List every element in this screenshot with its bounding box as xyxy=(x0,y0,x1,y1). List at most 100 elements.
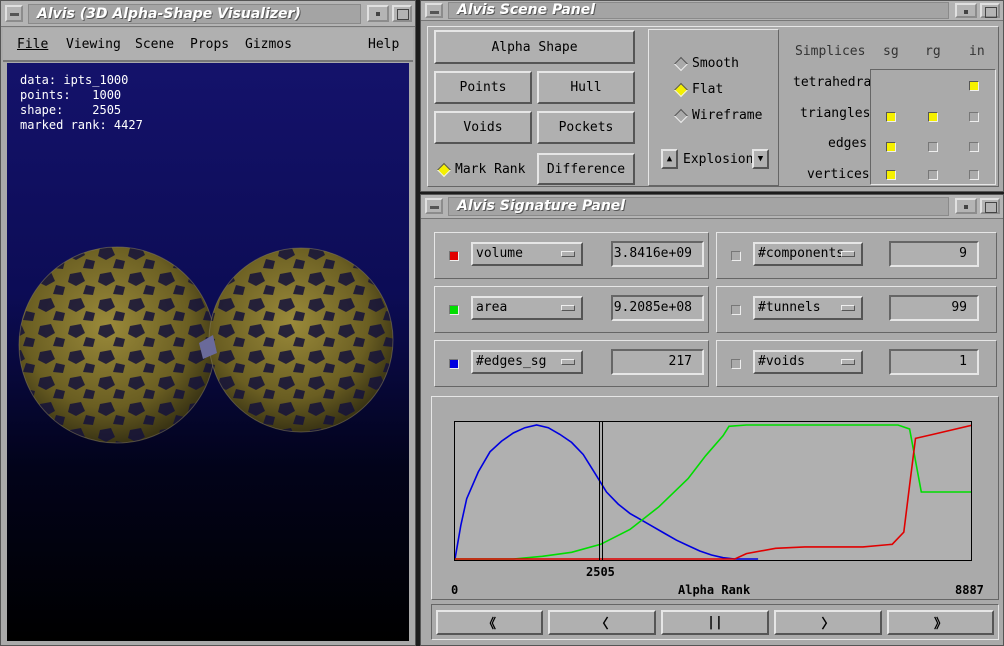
mark-rank-toggle[interactable] xyxy=(436,162,452,178)
tunnels-value: 99 xyxy=(889,295,979,321)
alpha-shape-render xyxy=(18,246,394,444)
menu-gizmos[interactable]: Gizmos xyxy=(245,37,292,52)
area-color-swatch[interactable] xyxy=(449,305,459,315)
info-marked-rank: marked rank: 4427 xyxy=(20,118,143,132)
series-edgessg-line xyxy=(455,424,759,560)
mark-rank-label: Mark Rank xyxy=(455,162,526,177)
vert-rg-check[interactable] xyxy=(928,170,938,180)
render-viewport[interactable]: data: ipts_1000 points: 1000 shape: 2505… xyxy=(7,63,409,641)
neck-region xyxy=(199,335,217,359)
components-value: 9 xyxy=(889,241,979,267)
prev-button[interactable]: 〈 xyxy=(548,610,656,635)
volume-color-swatch[interactable] xyxy=(449,251,459,261)
edges-value: 217 xyxy=(611,349,704,375)
alpha-shape-button[interactable]: Alpha Shape xyxy=(434,30,635,64)
minimize-icon[interactable] xyxy=(955,3,977,18)
visualizer-titlebar[interactable]: Alvis (3D Alpha-Shape Visualizer) xyxy=(1,1,415,27)
plot-xmin-label: 0 xyxy=(451,583,459,597)
next-button[interactable]: 〉 xyxy=(774,610,882,635)
tri-in-check[interactable] xyxy=(969,112,979,122)
sig-row-voids: #voids 1 xyxy=(716,340,997,387)
pockets-button[interactable]: Pockets xyxy=(537,111,635,144)
points-button[interactable]: Points xyxy=(434,71,532,104)
row-vertices: vertices xyxy=(807,167,870,182)
maximize-icon[interactable] xyxy=(980,198,1000,214)
flat-label: Flat xyxy=(692,82,724,97)
voids-select[interactable]: #voids xyxy=(753,350,863,374)
first-button[interactable]: 《 xyxy=(436,610,543,635)
maximize-icon[interactable] xyxy=(980,3,1000,18)
smooth-radio[interactable] xyxy=(673,56,689,72)
info-data: data: ipts_1000 xyxy=(20,73,129,87)
menu-viewing[interactable]: Viewing xyxy=(66,37,121,52)
explosion-down-arrow-icon[interactable]: ▼ xyxy=(752,149,769,169)
window-title: Alvis (3D Alpha-Shape Visualizer) xyxy=(28,4,361,24)
tri-rg-check[interactable] xyxy=(928,112,938,122)
volume-select[interactable]: volume xyxy=(471,242,583,266)
tunnels-color-swatch[interactable] xyxy=(731,305,741,315)
signature-plot-frame: 2505 0 Alpha Rank 8887 xyxy=(431,396,999,600)
voids-value: 1 xyxy=(889,349,979,375)
difference-button[interactable]: Difference xyxy=(537,153,635,185)
sig-row-components: #components 9 xyxy=(716,232,997,279)
tunnels-select[interactable]: #tunnels xyxy=(753,296,863,320)
components-color-swatch[interactable] xyxy=(731,251,741,261)
window-menu-icon[interactable] xyxy=(425,3,443,18)
maximize-icon[interactable] xyxy=(392,5,412,22)
window-menu-icon[interactable] xyxy=(425,198,443,214)
row-triangles: triangles xyxy=(800,106,871,121)
flat-radio[interactable] xyxy=(673,82,689,98)
edges-sg-check[interactable] xyxy=(886,142,896,152)
signature-plot[interactable] xyxy=(454,421,972,561)
series-volume-line xyxy=(455,424,971,560)
minimize-icon[interactable] xyxy=(955,198,977,214)
window-title: Alvis Signature Panel xyxy=(448,197,949,216)
sig-row-edges: #edges_sg 217 xyxy=(434,340,709,387)
smooth-label: Smooth xyxy=(692,56,739,71)
wireframe-radio[interactable] xyxy=(673,108,689,124)
components-select[interactable]: #components xyxy=(753,242,863,266)
menu-help[interactable]: Help xyxy=(368,37,400,52)
menu-scene[interactable]: Scene xyxy=(135,37,175,52)
explosion-up-arrow-icon[interactable]: ▲ xyxy=(661,149,678,169)
nav-bar: 《 〈 || 〉 》 xyxy=(431,604,999,640)
area-select[interactable]: area xyxy=(471,296,583,320)
info-shape: shape: 2505 xyxy=(20,103,122,117)
simplices-header: Simplices xyxy=(795,44,866,59)
menu-file[interactable]: File xyxy=(17,37,49,52)
info-points: points: 1000 xyxy=(20,88,122,102)
edges-color-swatch[interactable] xyxy=(449,359,459,369)
edges-select[interactable]: #edges_sg xyxy=(471,350,583,374)
tri-sg-check[interactable] xyxy=(886,112,896,122)
scene-body: Alpha Shape Points Hull Voids Pockets Ma… xyxy=(427,26,999,187)
edges-rg-check[interactable] xyxy=(928,142,938,152)
info-overlay: data: ipts_1000 points: 1000 shape: 2505… xyxy=(20,73,143,133)
voids-color-swatch[interactable] xyxy=(731,359,741,369)
edges-in-check[interactable] xyxy=(969,142,979,152)
window-title: Alvis Scene Panel xyxy=(448,2,949,19)
signature-titlebar[interactable]: Alvis Signature Panel xyxy=(421,195,1003,219)
vert-sg-check[interactable] xyxy=(886,170,896,180)
vert-in-check[interactable] xyxy=(969,170,979,180)
last-button[interactable]: 》 xyxy=(887,610,994,635)
wireframe-label: Wireframe xyxy=(692,108,763,123)
sig-row-area: area 9.2085e+08 xyxy=(434,286,709,333)
series-area-line xyxy=(455,424,971,560)
right-sphere xyxy=(208,247,394,433)
voids-button[interactable]: Voids xyxy=(434,111,532,144)
window-menu-icon[interactable] xyxy=(5,5,23,22)
tetra-in-check[interactable] xyxy=(969,81,979,91)
sig-row-volume: volume 3.8416e+09 xyxy=(434,232,709,279)
minimize-icon[interactable] xyxy=(367,5,389,22)
hull-button[interactable]: Hull xyxy=(537,71,635,104)
pause-button[interactable]: || xyxy=(661,610,769,635)
menu-props[interactable]: Props xyxy=(190,37,230,52)
col-in: in xyxy=(969,44,985,59)
col-sg: sg xyxy=(883,44,899,59)
simplices-grid xyxy=(870,69,996,185)
plot-marker-label: 2505 xyxy=(586,565,615,579)
scene-panel-window: Alvis Scene Panel Alpha Shape Points Hul… xyxy=(420,0,1004,192)
scene-titlebar[interactable]: Alvis Scene Panel xyxy=(421,1,1003,21)
render-mode-group: Smooth Flat Wireframe ▲ Explosion ▼ xyxy=(648,29,779,186)
row-tetrahedra: tetrahedra xyxy=(793,75,872,90)
